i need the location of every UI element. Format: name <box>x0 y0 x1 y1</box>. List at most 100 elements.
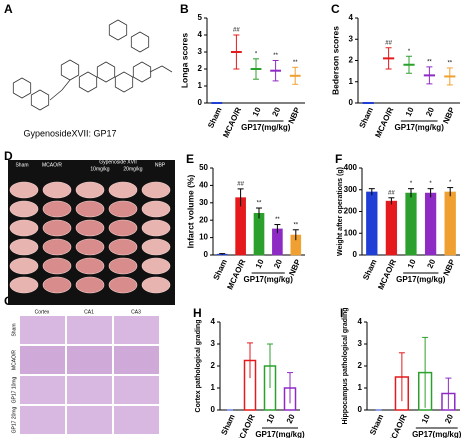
row-label: GP17 20mg <box>11 406 17 433</box>
panel-letter: D <box>4 149 13 163</box>
y-tick-label: 0 <box>353 250 358 259</box>
molecule-ring <box>60 59 80 81</box>
group-label: GP17(mg/kg) <box>412 430 462 438</box>
molecule-ring <box>96 61 116 83</box>
x-tick-label: NBP <box>287 257 303 277</box>
histology-image <box>114 406 159 434</box>
y-axis-label: Infarct volume (%) <box>185 174 195 248</box>
y-axis-label: Weight after operations (g) <box>337 167 344 256</box>
histology-image <box>67 316 112 344</box>
brain-slice <box>9 238 39 256</box>
panel-letter: I <box>340 306 343 320</box>
y-tick-label: 1 <box>358 383 363 392</box>
y-tick-label: 300 <box>344 185 358 194</box>
brain-slice <box>9 219 39 237</box>
panel-letter: C <box>331 2 340 16</box>
y-tick-label: 3 <box>211 339 216 348</box>
panel-letter: H <box>193 306 202 320</box>
significance-label: ** <box>447 61 452 67</box>
x-tick-label: Sham <box>361 258 378 282</box>
bar <box>253 212 265 256</box>
brain-slice <box>42 181 72 199</box>
significance-label: ** <box>257 201 262 207</box>
brain-slice <box>108 238 138 256</box>
brain-slice <box>75 219 105 237</box>
y-tick-label: 0 <box>349 98 354 107</box>
y-tick-label: 2 <box>198 64 203 73</box>
bar <box>424 192 437 256</box>
significance-label: ** <box>275 217 280 223</box>
column-label: CA3 <box>131 309 141 315</box>
brain-slice <box>75 238 105 256</box>
group-label: GP17(mg/kg) <box>395 123 445 132</box>
x-tick-label: Sham <box>206 106 223 130</box>
molecule-bond <box>49 79 71 101</box>
y-tick-label: 10 <box>199 233 208 242</box>
y-axis-label: Bederson scores <box>330 26 340 95</box>
x-tick-label: MCAO/R <box>387 413 409 438</box>
x-tick-label: 20 <box>424 105 436 117</box>
histology-image <box>20 346 65 374</box>
group-label: GP17(mg/kg) <box>244 275 294 284</box>
brain-slice <box>75 276 105 294</box>
brain-slice <box>42 238 72 256</box>
x-tick-label: 10 <box>254 257 266 269</box>
x-tick-label: MCAO/R <box>376 258 398 291</box>
group-label: GP17(mg/kg) <box>241 123 291 132</box>
brain-slice <box>108 219 138 237</box>
photo-label: 20mg/kg <box>123 166 142 172</box>
y-axis-label: Longa scores <box>179 33 189 89</box>
significance-label: * <box>429 181 432 187</box>
bar <box>366 191 378 256</box>
y-tick-label: 1 <box>198 81 203 90</box>
significance-label: ## <box>237 181 244 187</box>
bar <box>385 200 398 256</box>
x-tick-label: 10 <box>406 257 418 269</box>
y-tick-label: 3 <box>349 34 354 43</box>
significance-label: ** <box>293 60 298 66</box>
brain-slice <box>141 219 171 237</box>
photo-label: MCAO/R <box>42 162 62 168</box>
x-tick-label: NBP <box>441 105 457 125</box>
y-tick-label: 0 <box>204 250 209 259</box>
histology-image <box>114 346 159 374</box>
photo-label: 10mg/kg <box>90 166 109 172</box>
histology-image <box>67 406 112 434</box>
y-tick-label: 50 <box>199 163 208 172</box>
x-tick-label: MCAO/R <box>221 106 243 139</box>
brain-slice <box>9 276 39 294</box>
panel-letter: E <box>186 152 194 166</box>
y-tick-label: 200 <box>344 207 358 216</box>
y-tick-label: 1 <box>211 383 216 392</box>
molecule-ring <box>108 19 128 41</box>
brain-slice <box>9 181 39 199</box>
y-tick-label: 100 <box>344 228 358 237</box>
y-tick-label: 5 <box>198 13 203 22</box>
y-tick-label: 0 <box>211 405 216 414</box>
brain-slice <box>141 238 171 256</box>
histology-image <box>67 376 112 404</box>
molecule-ring <box>12 77 32 99</box>
x-tick-label: 20 <box>443 412 455 424</box>
significance-label: ## <box>385 40 392 46</box>
brain-slice <box>75 181 105 199</box>
y-tick-label: 1 <box>349 77 354 86</box>
photo-label: Sham <box>15 162 28 168</box>
y-axis-label: Cortex pathological grading <box>195 320 202 413</box>
row-label: GP17 10mg <box>11 376 17 403</box>
histology-image <box>114 316 159 344</box>
significance-label: * <box>255 51 258 57</box>
brain-slice <box>42 219 72 237</box>
x-tick-label: Sham <box>368 413 385 437</box>
brain-slice <box>42 276 72 294</box>
x-tick-label: 10 <box>420 412 432 424</box>
x-tick-label: MCAO/R <box>373 106 395 139</box>
x-tick-label: NBP <box>442 257 458 277</box>
molecule-ring <box>114 71 134 93</box>
y-tick-label: 4 <box>198 30 203 39</box>
x-tick-label: NBP <box>287 105 303 125</box>
x-tick-label: 20 <box>270 105 282 117</box>
significance-label: * <box>408 49 411 55</box>
y-tick-label: 3 <box>358 339 363 348</box>
